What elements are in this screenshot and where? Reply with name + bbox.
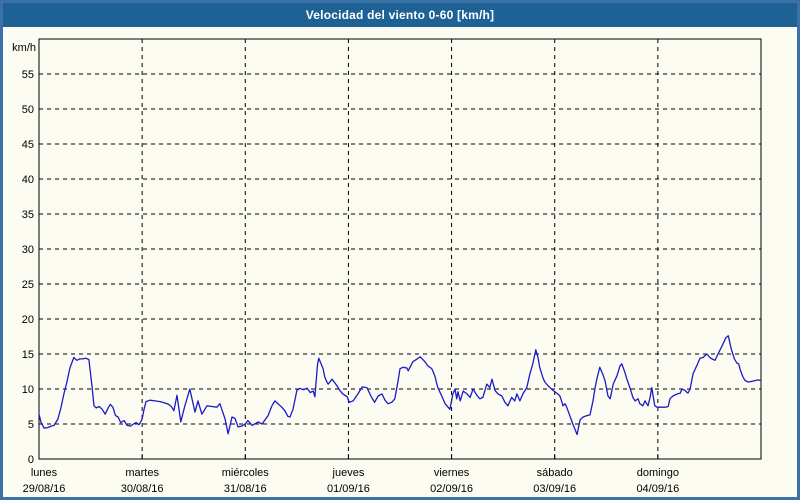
y-tick-label: 5 [28,419,34,431]
x-date-label: 02/09/16 [430,483,473,495]
y-tick-label: 20 [22,314,34,326]
wind-speed-line [38,335,762,436]
window-titlebar: Velocidad del viento 0-60 [km/h] [3,3,797,27]
y-tick-label: 35 [22,209,34,221]
y-tick-label: 10 [22,384,34,396]
x-date-label: 30/08/16 [121,483,164,495]
y-tick-label: 55 [22,69,34,81]
y-axis-unit-label: km/h [12,42,36,54]
y-tick-label: 25 [22,279,34,291]
y-tick-label: 15 [22,349,34,361]
wind-speed-plot: 0 5 10 15 20 25 30 35 40 45 50 55 km/h lunes 29/08/16 m… [12,38,762,495]
x-date-label: 03/09/16 [533,483,576,495]
plot-border [38,38,762,460]
x-day-label: viernes [434,467,470,479]
y-tick-label: 30 [22,244,34,256]
y-tick-label: 40 [22,174,34,186]
x-day-label: domingo [637,467,679,479]
x-date-label: 31/08/16 [224,483,267,495]
x-day-label: sábado [537,467,573,479]
x-day-label: miércoles [222,467,270,479]
chart-region: 0 5 10 15 20 25 30 35 40 45 50 55 km/h lunes 29/08/16 m… [3,27,797,497]
x-day-label: jueves [332,467,365,479]
window-title: Velocidad del viento 0-60 [km/h] [305,8,495,22]
x-date-label: 29/08/16 [23,483,66,495]
x-date-label: 04/09/16 [636,483,679,495]
x-day-label: martes [125,467,159,479]
x-date-label: 01/09/16 [327,483,370,495]
y-tick-label: 50 [22,104,34,116]
y-tick-label: 45 [22,139,34,151]
x-day-label: lunes [31,467,58,479]
y-tick-label: 0 [28,454,34,466]
